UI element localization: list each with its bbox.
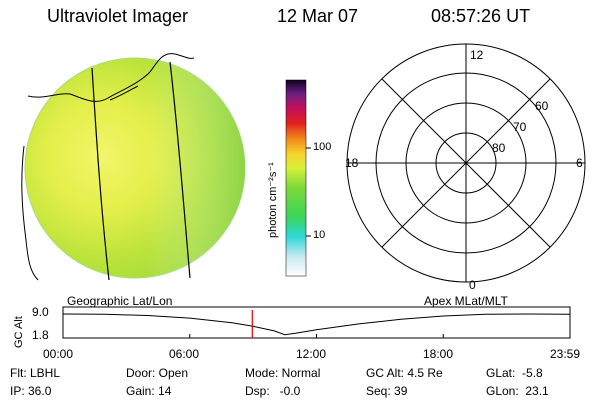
chart-ylabel: GC Alt [13, 316, 25, 348]
instrument-title: Ultraviolet Imager [47, 6, 189, 26]
colorbar-tick-label-10: 10 [313, 229, 326, 241]
time-label: 08:57:26 UT [431, 6, 531, 26]
earth-image-panel [21, 53, 246, 281]
glat-value: GLat: -5.8 [486, 366, 543, 380]
chart-frame [62, 306, 571, 339]
polar-lat-label-60: 60 [535, 99, 549, 113]
mode-value: Mode: Normal [245, 366, 321, 380]
color-scale-panel: photon cm⁻²s⁻¹ [267, 79, 311, 277]
xtick-label-0600: 06:00 [169, 347, 200, 361]
glon-value: GLon: 23.1 [486, 384, 549, 398]
polar-mlt-label-0: 0 [469, 278, 476, 292]
xtick-label-1200: 12:00 [296, 347, 327, 361]
polar-lat-label-80: 80 [492, 141, 506, 155]
xtick-label-2359: 23:59 [550, 347, 581, 361]
xtick-label-1800: 18:00 [423, 347, 454, 361]
earth-disk-shading [25, 58, 245, 278]
color-bar [285, 79, 307, 277]
altitude-series-line [62, 313, 570, 336]
polar-mlt-label-18: 18 [345, 156, 359, 170]
polar-grid-panel: 60 70 80 12 18 6 0 [345, 43, 586, 292]
ytick-label-9: 9.0 [32, 305, 49, 319]
coastline-left [21, 145, 39, 281]
geographic-caption: Geographic Lat/Lon [67, 294, 173, 308]
polar-diagonal [381, 78, 551, 248]
colorbar-tick-label-100: 100 [313, 141, 332, 153]
xtick-label-0000: 00:00 [43, 347, 74, 361]
dsp-value: Dsp: -0.0 [245, 384, 301, 398]
sequence-value: Seq: 39 [366, 384, 408, 398]
ytick-label-1-8: 1.8 [32, 328, 49, 342]
date-label: 12 Mar 07 [277, 6, 359, 26]
polar-mlt-label-12: 12 [470, 48, 484, 62]
ip-value: IP: 36.0 [10, 384, 52, 398]
apex-caption: Apex MLat/MLT [424, 294, 508, 308]
gc-altitude-value: GC Alt: 4.5 Re [366, 366, 443, 380]
polar-lat-label-70: 70 [513, 120, 527, 134]
colorbar-label: photon cm⁻²s⁻¹ [267, 162, 279, 238]
polar-mlt-label-6: 6 [576, 156, 583, 170]
coastline [27, 53, 195, 102]
filter-value: Flt: LBHL [10, 366, 61, 380]
gain-value: Gain: 14 [126, 384, 172, 398]
altitude-timeline-chart: GC Alt 9.0 1.8 [13, 305, 571, 348]
meridian-line [169, 61, 191, 279]
door-status: Door: Open [126, 366, 189, 380]
meridian-line [91, 67, 110, 281]
